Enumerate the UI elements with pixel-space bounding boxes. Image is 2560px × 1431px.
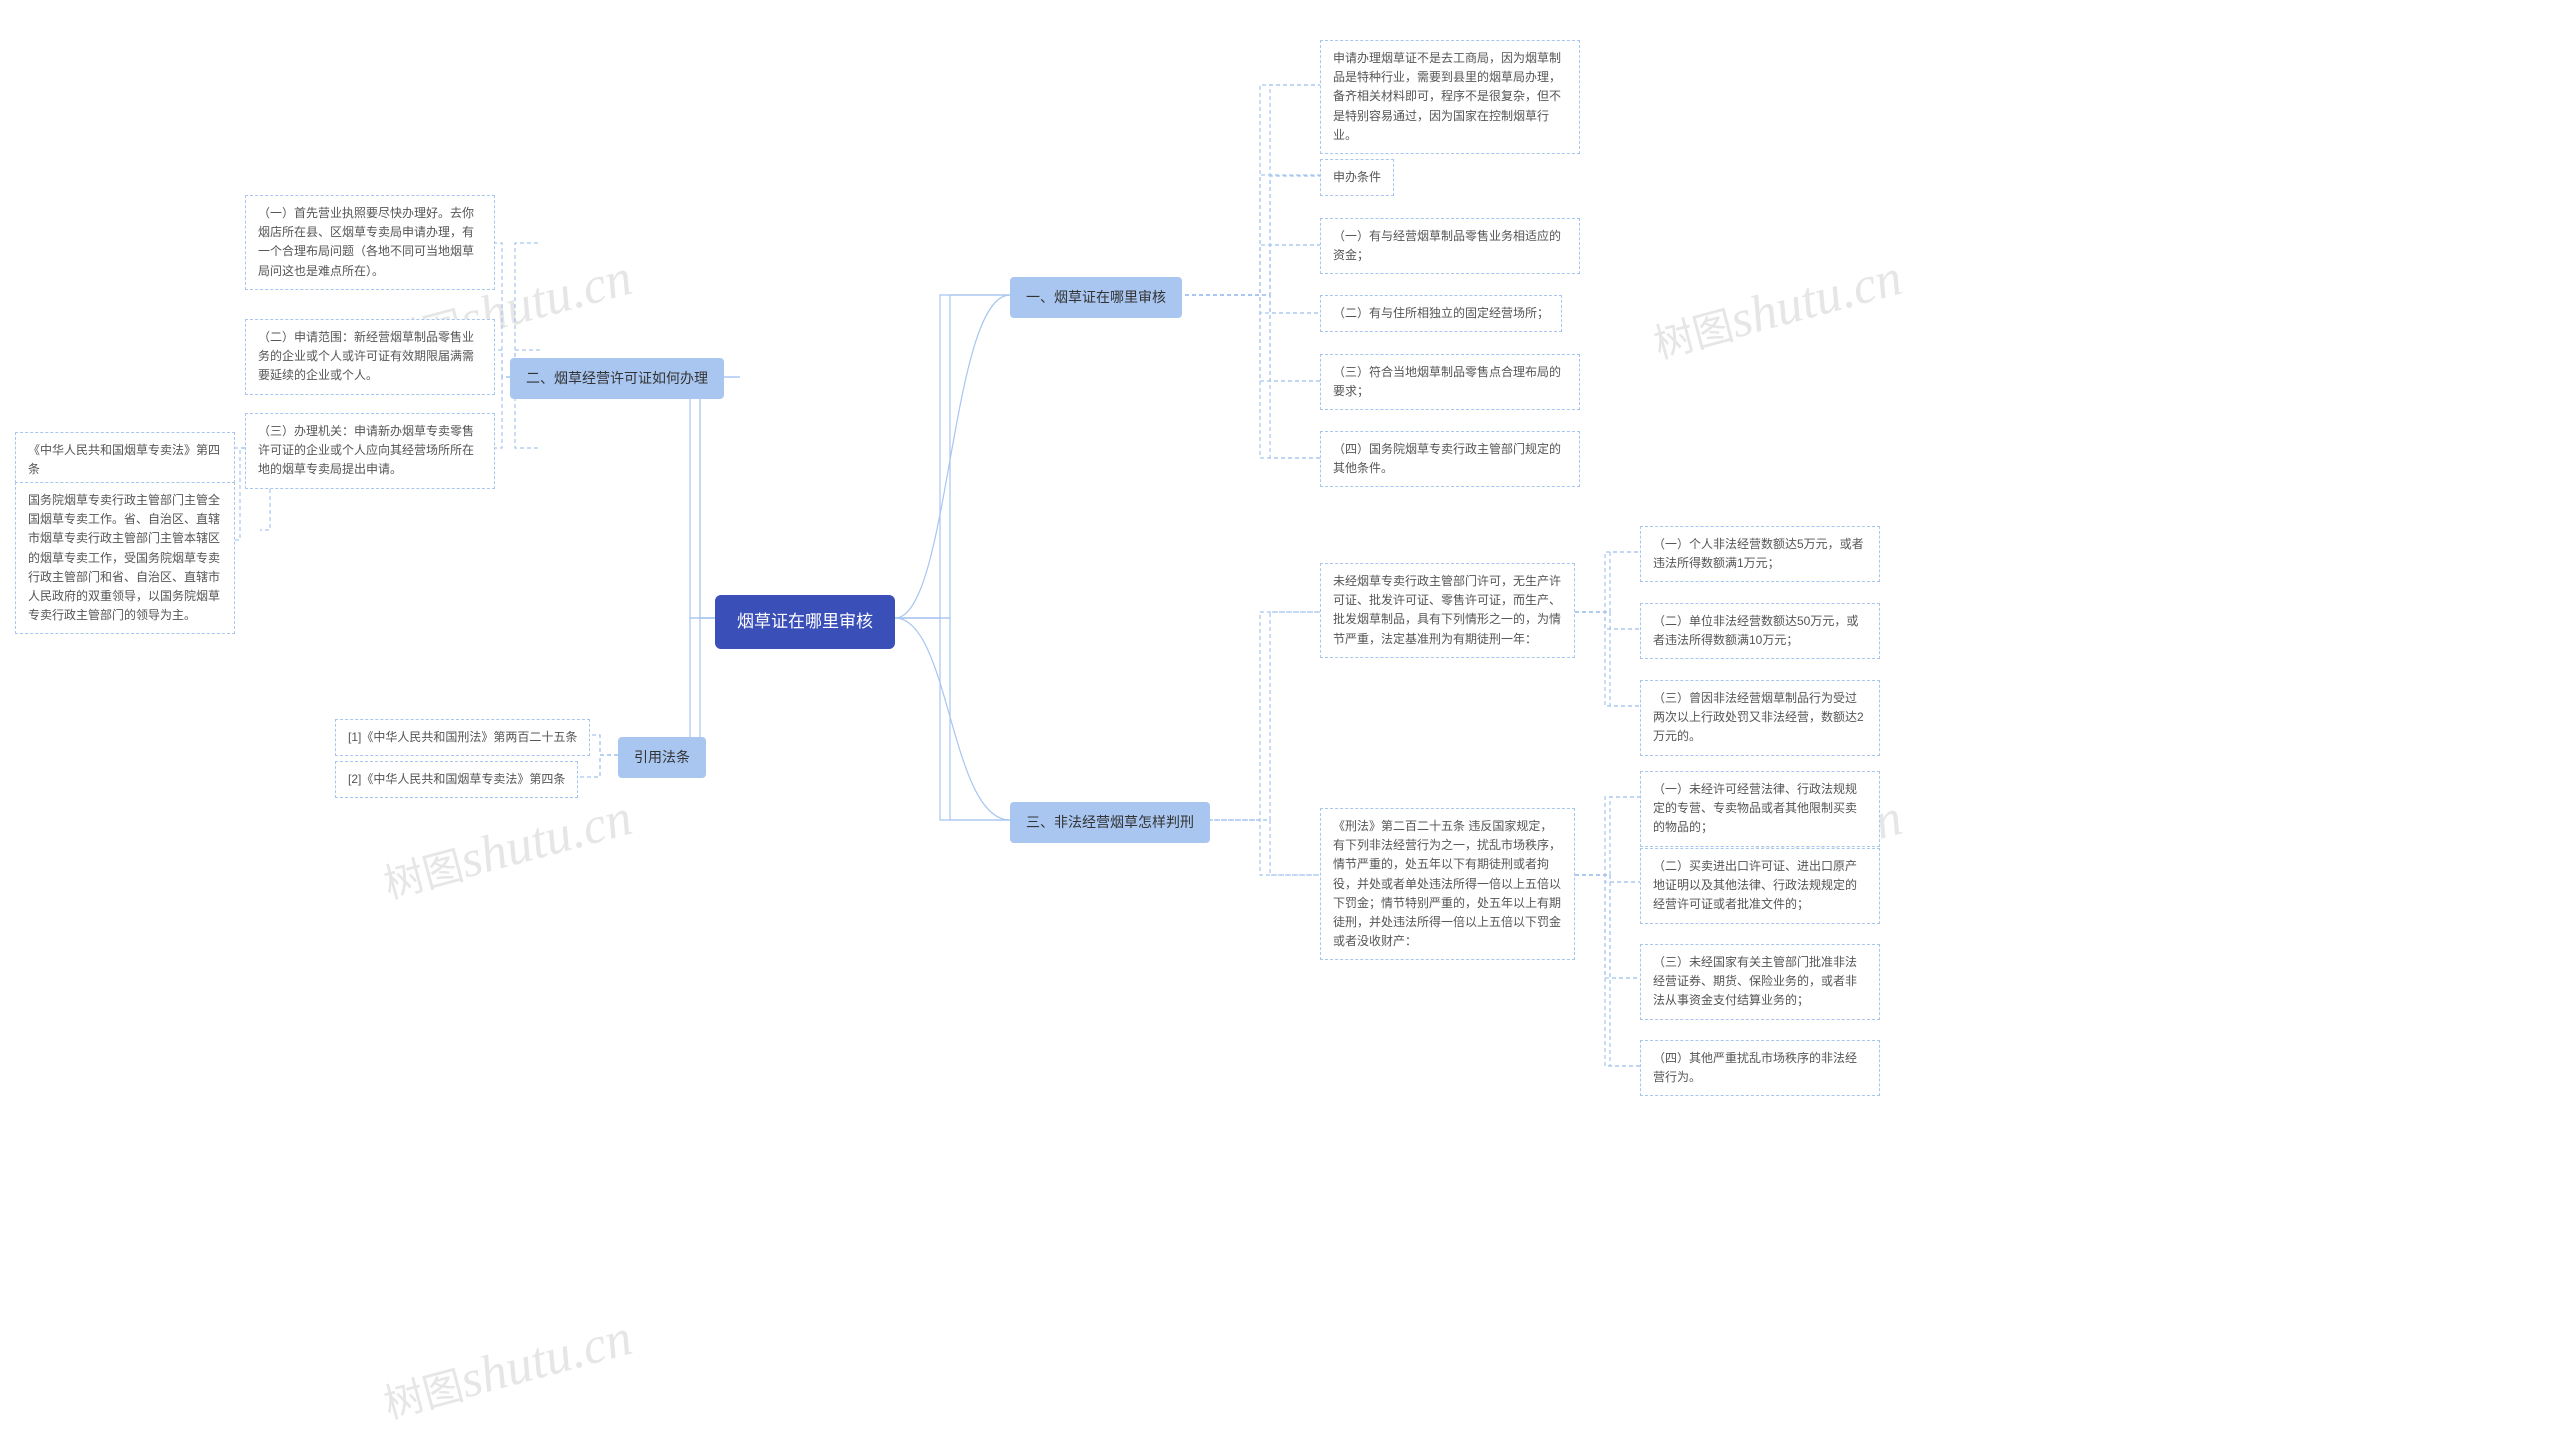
- leaf-b1-1: 申请办理烟草证不是去工商局，因为烟草制品是特种行业，需要到县里的烟草局办理，备齐…: [1320, 40, 1580, 154]
- leaf-b3-2d: （四）其他严重扰乱市场秩序的非法经营行为。: [1640, 1040, 1880, 1096]
- branch-4: 引用法条: [618, 737, 706, 778]
- branch-1-title: 一、烟草证在哪里审核: [1026, 289, 1166, 305]
- leaf-b3-1a: （一）个人非法经营数额达5万元，或者违法所得数额满1万元；: [1640, 526, 1880, 582]
- leaf-b1-6: （四）国务院烟草专卖行政主管部门规定的其他条件。: [1320, 431, 1580, 487]
- leaf-b1-2: 申办条件: [1320, 159, 1394, 196]
- branch-1: 一、烟草证在哪里审核: [1010, 277, 1182, 318]
- branch-2: 二、烟草经营许可证如何办理: [510, 358, 724, 399]
- leaf-b2-1: （一）首先营业执照要尽快办理好。去你烟店所在县、区烟草专卖局申请办理，有一个合理…: [245, 195, 495, 290]
- branch-3: 三、非法经营烟草怎样判刑: [1010, 802, 1210, 843]
- branch-3-title: 三、非法经营烟草怎样判刑: [1026, 814, 1194, 830]
- leaf-b3-2c: （三）未经国家有关主管部门批准非法经营证券、期货、保险业务的，或者非法从事资金支…: [1640, 944, 1880, 1020]
- leaf-b3-1c: （三）曾因非法经营烟草制品行为受过两次以上行政处罚又非法经营，数额达2万元的。: [1640, 680, 1880, 756]
- leaf-b1-4: （二）有与住所相独立的固定经营场所；: [1320, 295, 1562, 332]
- leaf-b2-3b: 国务院烟草专卖行政主管部门主管全国烟草专卖工作。省、自治区、直辖市烟草专卖行政主…: [15, 482, 235, 634]
- leaf-b1-5: （三）符合当地烟草制品零售点合理布局的要求；: [1320, 354, 1580, 410]
- leaf-b1-3: （一）有与经营烟草制品零售业务相适应的资金；: [1320, 218, 1580, 274]
- branch-4-title: 引用法条: [634, 749, 690, 765]
- leaf-b2-3: （三）办理机关：申请新办烟草专卖零售许可证的企业或个人应向其经营场所所在地的烟草…: [245, 413, 495, 489]
- watermark: 树图shutu.cn: [377, 1308, 638, 1431]
- root-node: 烟草证在哪里审核: [715, 595, 895, 649]
- leaf-b2-2: （二）申请范围：新经营烟草制品零售业务的企业或个人或许可证有效期限届满需要延续的…: [245, 319, 495, 395]
- watermark: 树图shutu.cn: [377, 788, 638, 911]
- branch-2-title: 二、烟草经营许可证如何办理: [526, 370, 708, 386]
- leaf-b3-2a: （一）未经许可经营法律、行政法规规定的专营、专卖物品或者其他限制买卖的物品的；: [1640, 771, 1880, 847]
- root-title: 烟草证在哪里审核: [737, 612, 873, 631]
- leaf-b3-1: 未经烟草专卖行政主管部门许可，无生产许可证、批发许可证、零售许可证，而生产、批发…: [1320, 563, 1575, 658]
- leaf-b3-2b: （二）买卖进出口许可证、进出口原产地证明以及其他法律、行政法规规定的经营许可证或…: [1640, 848, 1880, 924]
- leaf-b4-2: [2]《中华人民共和国烟草专卖法》第四条: [335, 761, 578, 798]
- leaf-b2-3a: 《中华人民共和国烟草专卖法》第四条: [15, 432, 235, 488]
- leaf-b4-1: [1]《中华人民共和国刑法》第两百二十五条: [335, 719, 590, 756]
- watermark: 树图shutu.cn: [1647, 248, 1908, 371]
- leaf-b3-2: 《刑法》第二百二十五条 违反国家规定，有下列非法经营行为之一，扰乱市场秩序，情节…: [1320, 808, 1575, 960]
- leaf-b3-1b: （二）单位非法经营数额达50万元，或者违法所得数额满10万元；: [1640, 603, 1880, 659]
